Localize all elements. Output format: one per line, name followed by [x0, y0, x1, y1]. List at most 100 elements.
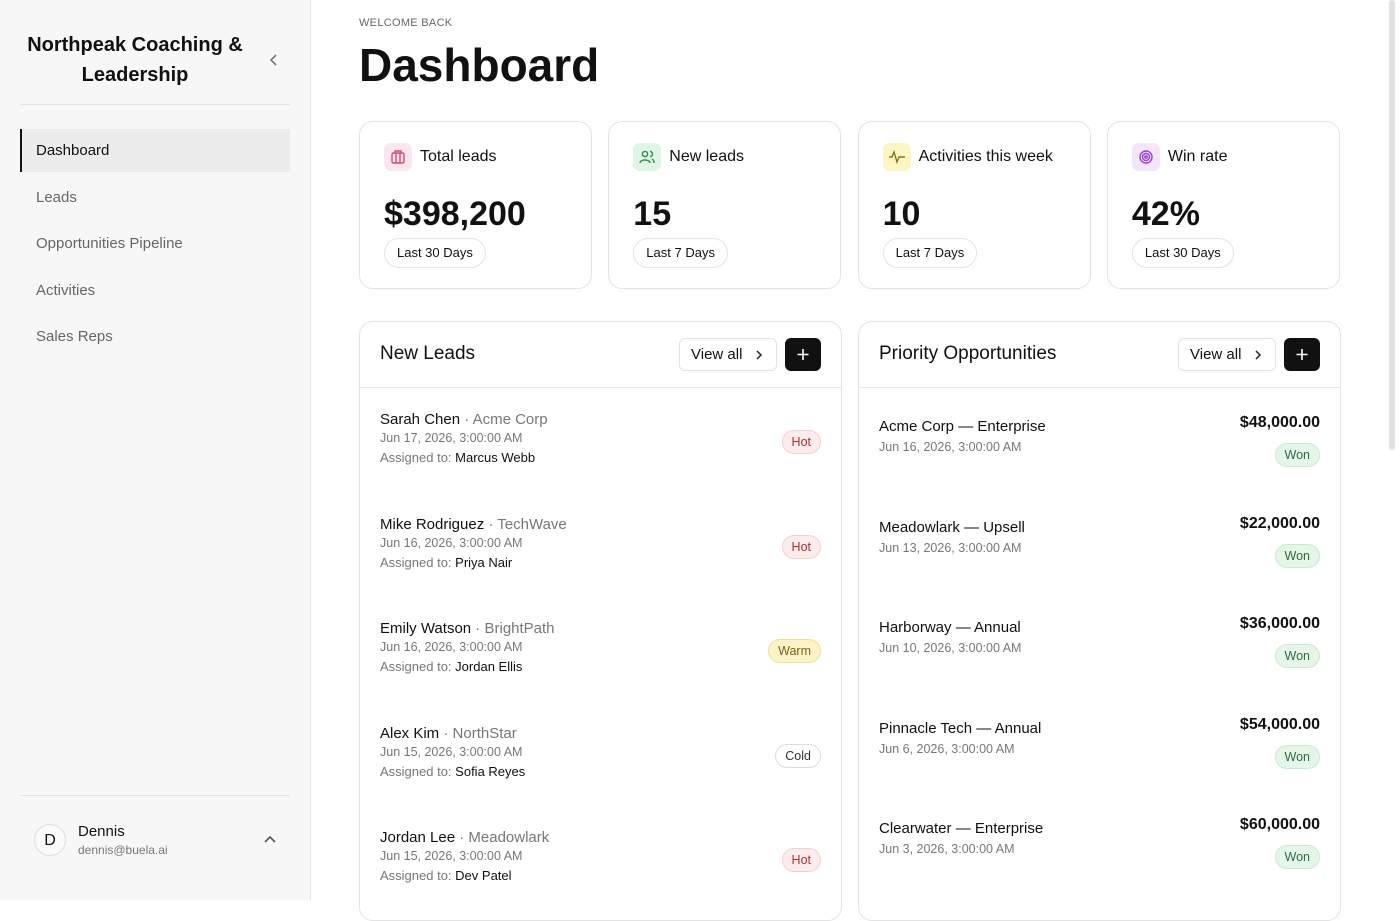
- divider: [360, 387, 841, 388]
- separator: ·: [471, 620, 485, 637]
- stat-period: Last 30 Days: [384, 238, 486, 268]
- avatar: D: [34, 824, 66, 856]
- lead-assigned: Assigned to: Priya Nair: [380, 555, 821, 570]
- eyebrow: WELCOME BACK: [359, 17, 453, 29]
- view-all-button[interactable]: View all: [679, 338, 777, 371]
- opportunity-amount: $36,000.00: [1239, 615, 1320, 632]
- lead-assigned: Assigned to: Jordan Ellis: [380, 659, 821, 674]
- status-badge: Hot: [781, 848, 821, 872]
- stat-icon: [882, 143, 911, 171]
- nav-item[interactable]: Leads: [36, 188, 77, 206]
- lead-name-line: Jordan Lee · Meadowlark: [380, 829, 821, 846]
- lead-name: Emily Watson: [380, 620, 472, 637]
- stat-card: Total leads $398,200 Last 30 Days: [359, 121, 592, 289]
- lead-assigned: Assigned to: Sofia Reyes: [380, 764, 821, 779]
- lead-name: Sarah Chen: [380, 411, 461, 428]
- separator: ·: [439, 724, 453, 742]
- add-button[interactable]: [1284, 338, 1320, 371]
- stat-value: 15: [633, 195, 672, 233]
- page-title: Dashboard: [359, 39, 600, 91]
- lead-name-line: Mike Rodriguez · TechWave: [380, 516, 821, 533]
- plus-icon: [1296, 349, 1308, 360]
- list-item[interactable]: Mike Rodriguez · TechWave Jun 16, 2026, 3…: [380, 516, 821, 570]
- opportunity-amount: $22,000.00: [1239, 514, 1320, 532]
- assigned-label: Assigned to:: [380, 659, 452, 674]
- nav-item[interactable]: Dashboard: [20, 129, 290, 172]
- stat-label: New leads: [669, 148, 744, 165]
- nav-item[interactable]: Activities: [36, 281, 96, 299]
- list-item[interactable]: Emily Watson · BrightPath Jun 16, 2026, 3…: [380, 620, 821, 674]
- list-item[interactable]: Harborway — Annual Jun 10, 2026, 3:00:00 …: [879, 615, 1320, 668]
- assigned-label: Assigned to:: [380, 450, 452, 465]
- assigned-label: Assigned to:: [380, 868, 452, 883]
- stat-icon: [384, 143, 412, 171]
- nav: Dashboard Leads Opportunities Pipeline Acti…: [20, 129, 290, 362]
- status-badge: Won: [1274, 543, 1320, 568]
- view-all-button[interactable]: View all: [1178, 338, 1276, 371]
- sidebar: Northpeak Coaching & Leadership Dashboar…: [0, 0, 311, 900]
- opportunity-amount: $60,000.00: [1239, 816, 1320, 833]
- stat-icon: [1131, 143, 1160, 171]
- user-menu[interactable]: D Dennis dennis@buela.ai: [34, 822, 290, 858]
- lead-company: BrightPath: [484, 620, 555, 637]
- chevron: [756, 350, 763, 360]
- divider: [20, 104, 290, 105]
- nav-item[interactable]: Opportunities Pipeline: [36, 235, 183, 252]
- list-item[interactable]: Alex Kim · NorthStar Jun 15, 2026, 3:00:0…: [380, 725, 821, 779]
- list-item[interactable]: Pinnacle Tech — Annual Jun 6, 2026, 3:00:…: [879, 715, 1320, 769]
- stat-period: Last 7 Days: [633, 238, 728, 268]
- stat-value: 10: [882, 195, 921, 233]
- chevron: [264, 835, 276, 843]
- lead-company: Acme Corp: [472, 411, 548, 428]
- status-badge: Won: [1274, 845, 1320, 869]
- stat-icon: [633, 143, 662, 171]
- assignee: Marcus Webb: [455, 450, 536, 465]
- chevron: [1255, 350, 1262, 360]
- list-item[interactable]: Acme Corp — Enterprise Jun 16, 2026, 3:00…: [879, 414, 1320, 467]
- nav-item[interactable]: Sales Reps: [36, 328, 113, 345]
- lead-date: Jun 15, 2026, 3:00:00 AM: [380, 849, 523, 863]
- list-item[interactable]: Sarah Chen · Acme Corp Jun 17, 2026, 3:00…: [380, 411, 821, 465]
- collapse-button[interactable]: [264, 50, 284, 70]
- opportunity-amount: $54,000.00: [1239, 715, 1320, 733]
- lead-date: Jun 16, 2026, 3:00:00 AM: [380, 640, 523, 654]
- assigned-label: Assigned to:: [380, 763, 452, 779]
- opportunity-date: Jun 16, 2026, 3:00:00 AM: [879, 440, 1022, 454]
- lead-name: Mike Rodriguez: [380, 515, 485, 533]
- list-item[interactable]: Clearwater — Enterprise Jun 3, 2026, 3:00…: [879, 816, 1320, 869]
- lead-date: Jun 15, 2026, 3:00:00 AM: [380, 744, 523, 759]
- status-badge: Cold: [775, 743, 821, 768]
- lead-company: NorthStar: [452, 724, 517, 742]
- status-badge: Hot: [781, 430, 821, 454]
- plus-icon: [797, 349, 809, 360]
- separator: ·: [484, 515, 498, 533]
- status-badge: Warm: [768, 639, 821, 663]
- stat-card: Win rate 42% Last 30 Days: [1106, 121, 1340, 289]
- opportunity-name: Clearwater — Enterprise: [879, 820, 1044, 837]
- stat-label: Win rate: [1167, 148, 1228, 165]
- lead-date: Jun 16, 2026, 3:00:00 AM: [380, 535, 523, 550]
- separator: ·: [455, 829, 469, 846]
- opportunity-date: Jun 6, 2026, 3:00:00 AM: [879, 741, 1015, 756]
- lead-name: Alex Kim: [380, 724, 440, 742]
- stat-value: 42%: [1131, 195, 1200, 233]
- panel-title: New Leads: [380, 343, 476, 364]
- panel: Priority Opportunities View all Acme Corp …: [858, 321, 1341, 921]
- assignee: Sofia Reyes: [455, 763, 526, 779]
- stat-period: Last 30 Days: [1131, 238, 1234, 268]
- stat-card: New leads 15 Last 7 Days: [608, 121, 842, 289]
- stat-period: Last 7 Days: [882, 238, 978, 268]
- stat-label: Total leads: [420, 148, 497, 165]
- assigned-label: Assigned to:: [380, 554, 452, 570]
- opportunity-amount: $48,000.00: [1239, 414, 1320, 431]
- brand: Northpeak Coaching & Leadership: [27, 34, 243, 86]
- add-button[interactable]: [785, 338, 821, 371]
- list-item[interactable]: Meadowlark — Upsell Jun 13, 2026, 3:00:00…: [879, 514, 1320, 568]
- panel-title: Priority Opportunities: [879, 343, 1057, 364]
- lead-name-line: Sarah Chen · Acme Corp: [380, 411, 821, 428]
- scrollbar[interactable]: [1389, 0, 1395, 450]
- divider: [20, 795, 290, 796]
- list-item[interactable]: Jordan Lee · Meadowlark Jun 15, 2026, 3:0…: [380, 829, 821, 883]
